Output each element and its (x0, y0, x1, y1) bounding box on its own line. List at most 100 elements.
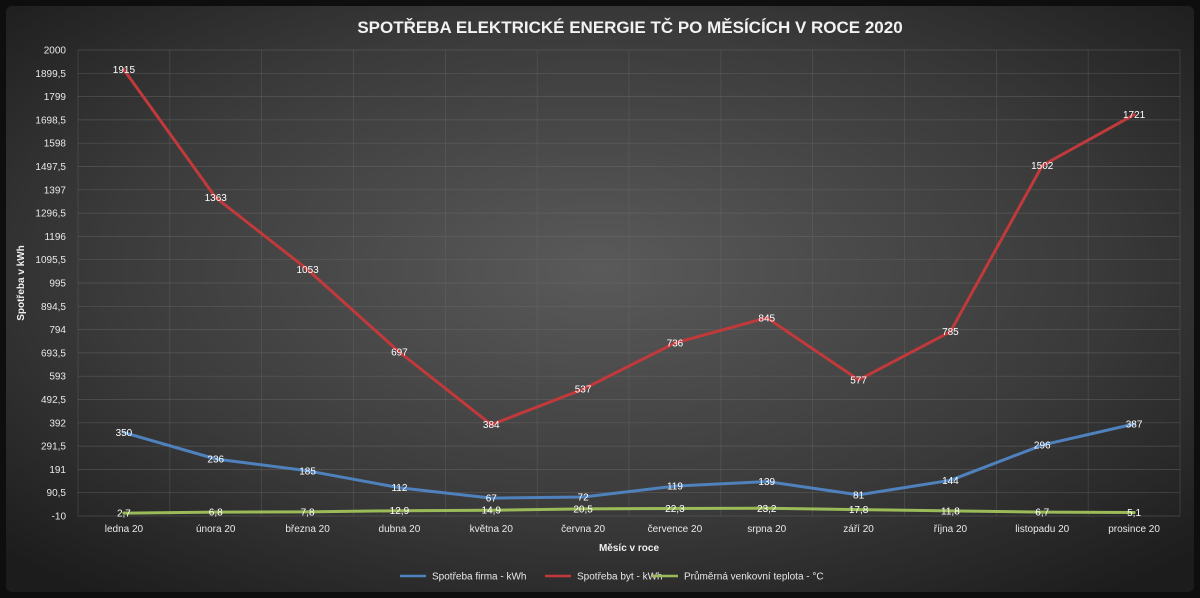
x-axis-title: Měsíc v roce (599, 543, 659, 554)
x-tick-label: července 20 (648, 524, 703, 535)
y-tick-label: 1799 (44, 92, 67, 103)
y-tick-label: 1497,5 (35, 162, 66, 173)
data-point (214, 196, 218, 200)
x-tick-label: dubna 20 (379, 524, 421, 535)
y-tick-labels: -10 90,5 191 291,5 392 492,5 593 693,5 794 894,5 9… (35, 46, 66, 523)
x-tick-label: června 20 (561, 524, 605, 535)
series-line (122, 422, 1136, 500)
data-point (765, 316, 769, 320)
data-label: 11,8 (941, 506, 960, 517)
y-tick-label: 593 (49, 372, 66, 383)
data-point (857, 378, 861, 382)
y-axis-title: Spotřeba v kWh (16, 245, 27, 321)
data-label: 12,9 (390, 506, 410, 517)
y-tick-label: -10 (52, 512, 67, 523)
y-tick-label: 794 (49, 325, 66, 336)
data-label: 1721 (1123, 110, 1146, 121)
data-label: 387 (1126, 419, 1143, 430)
data-point (1040, 163, 1044, 167)
data-label: 5,1 (1127, 508, 1141, 519)
data-point (673, 341, 677, 345)
legend-entry: Průměrná venkovní teplota - °C (684, 571, 824, 583)
data-point (765, 479, 769, 483)
data-point (489, 423, 493, 427)
data-label: 72 (578, 492, 590, 503)
data-label: 144 (942, 476, 959, 487)
y-tick-label: 291,5 (41, 442, 66, 453)
chart-background (6, 6, 1194, 592)
data-point (857, 493, 861, 497)
data-label: 6,7 (1035, 508, 1049, 519)
legend-entry: Spotřeba firma - kWh (432, 572, 526, 583)
y-tick-label: 1899,5 (35, 69, 66, 80)
data-label: 14,9 (482, 506, 502, 517)
series-line (122, 68, 1136, 427)
data-label: 1915 (113, 65, 136, 76)
data-label: 119 (667, 482, 683, 493)
data-label: 67 (486, 494, 498, 505)
y-tick-label: 492,5 (41, 395, 66, 406)
series-line (122, 506, 1136, 515)
data-point (214, 457, 218, 461)
data-label: 350 (116, 428, 133, 439)
data-label: 384 (483, 420, 500, 431)
x-tick-label: srpna 20 (747, 524, 786, 535)
data-point (122, 511, 126, 515)
x-tick-label: října 20 (934, 524, 968, 535)
data-label: 537 (575, 385, 592, 396)
data-label: 2,7 (117, 509, 131, 520)
data-label: 236 (207, 454, 224, 465)
data-label: 139 (758, 477, 775, 488)
data-label: 577 (850, 375, 867, 386)
y-tick-label: 2000 (44, 46, 67, 57)
data-label: 697 (391, 348, 408, 359)
y-tick-label: 995 (49, 279, 66, 290)
data-point (673, 484, 677, 488)
data-point (397, 486, 401, 490)
data-point (581, 495, 585, 499)
data-point (122, 431, 126, 435)
data-label: 296 (1034, 441, 1051, 452)
data-point (673, 507, 677, 511)
x-tick-label: září 20 (843, 524, 874, 535)
data-label: 185 (299, 466, 316, 477)
data-label: 17,8 (849, 505, 869, 516)
data-point (214, 510, 218, 514)
x-tick-label: března 20 (285, 524, 330, 535)
data-point (581, 387, 585, 391)
y-tick-label: 191 (49, 465, 66, 476)
y-tick-label: 1698,5 (35, 115, 66, 126)
y-tick-label: 1095,5 (35, 255, 66, 266)
data-point (1040, 443, 1044, 447)
data-point (948, 509, 952, 513)
data-point (306, 268, 310, 272)
x-tick-label: ledna 20 (105, 524, 144, 535)
y-tick-label: 894,5 (41, 302, 66, 313)
x-tick-label: listopadu 20 (1015, 524, 1069, 535)
data-point (122, 68, 126, 72)
data-label: 1053 (296, 265, 319, 276)
data-label: 7,8 (301, 507, 315, 518)
data-point (306, 469, 310, 473)
data-label: 1502 (1031, 161, 1054, 172)
data-label: 845 (758, 313, 775, 324)
y-tick-label: 693,5 (41, 348, 66, 359)
y-tick-label: 1397 (44, 185, 67, 196)
data-point (1132, 422, 1136, 426)
y-tick-label: 392 (49, 418, 66, 429)
data-label: 81 (853, 490, 865, 501)
y-tick-label: 1296,5 (35, 209, 66, 220)
data-point (489, 496, 493, 500)
data-point (306, 510, 310, 514)
data-label: 20,5 (573, 504, 593, 515)
x-tick-label: února 20 (196, 524, 236, 535)
data-point (1132, 113, 1136, 117)
legend-entry: Spotřeba byt - kWh (577, 572, 663, 583)
data-point (397, 509, 401, 513)
y-tick-label: 90,5 (47, 488, 67, 499)
data-point (857, 508, 861, 512)
series-layer (122, 68, 1136, 515)
grid-layer (77, 49, 1181, 517)
